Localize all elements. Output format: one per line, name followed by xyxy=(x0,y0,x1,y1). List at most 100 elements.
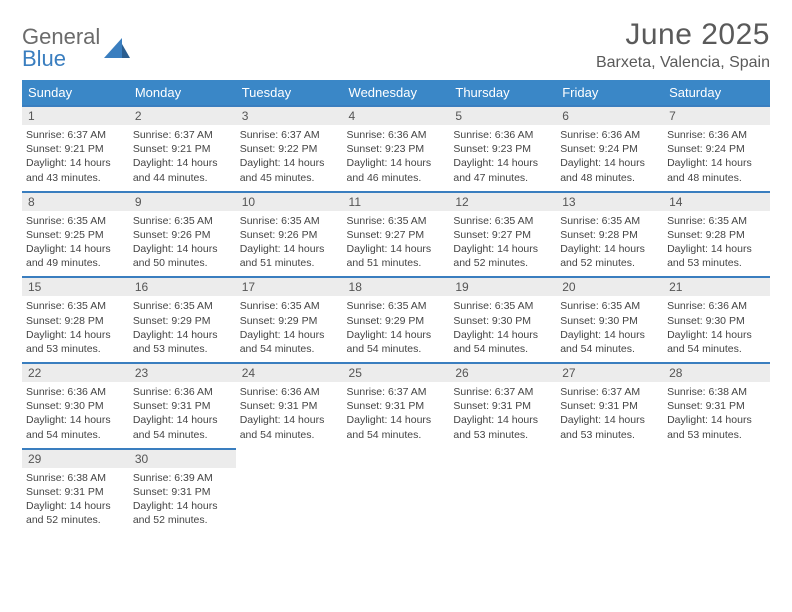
daylight-line: Daylight: 14 hours xyxy=(560,328,659,342)
daylight-line: Daylight: 14 hours xyxy=(26,156,125,170)
dow-friday: Friday xyxy=(556,80,663,106)
sunset-line: Sunset: 9:22 PM xyxy=(240,142,339,156)
sunrise-line: Sunrise: 6:35 AM xyxy=(347,214,446,228)
sunset-line: Sunset: 9:29 PM xyxy=(347,314,446,328)
day-cell: 6Sunrise: 6:36 AMSunset: 9:24 PMDaylight… xyxy=(556,106,663,192)
day-number: 7 xyxy=(663,107,770,125)
month-title: June 2025 xyxy=(596,18,770,52)
daylight-line: Daylight: 14 hours xyxy=(453,156,552,170)
day-cell: 16Sunrise: 6:35 AMSunset: 9:29 PMDayligh… xyxy=(129,277,236,363)
daylight-line: Daylight: 14 hours xyxy=(26,499,125,513)
day-cell: 7Sunrise: 6:36 AMSunset: 9:24 PMDaylight… xyxy=(663,106,770,192)
sunrise-line: Sunrise: 6:36 AM xyxy=(667,299,766,313)
day-number: 29 xyxy=(22,450,129,468)
day-number: 18 xyxy=(343,278,450,296)
sunrise-line: Sunrise: 6:37 AM xyxy=(453,385,552,399)
day-cell: 30Sunrise: 6:39 AMSunset: 9:31 PMDayligh… xyxy=(129,449,236,534)
calendar-row: 8Sunrise: 6:35 AMSunset: 9:25 PMDaylight… xyxy=(22,192,770,278)
daylight-line: and 54 minutes. xyxy=(453,342,552,356)
brand-word2: Blue xyxy=(22,46,100,72)
sunrise-line: Sunrise: 6:35 AM xyxy=(133,214,232,228)
daylight-line: Daylight: 14 hours xyxy=(240,413,339,427)
sunrise-line: Sunrise: 6:35 AM xyxy=(560,214,659,228)
sunset-line: Sunset: 9:31 PM xyxy=(133,399,232,413)
calendar-row: 15Sunrise: 6:35 AMSunset: 9:28 PMDayligh… xyxy=(22,277,770,363)
day-cell: 25Sunrise: 6:37 AMSunset: 9:31 PMDayligh… xyxy=(343,363,450,449)
day-cell: 3Sunrise: 6:37 AMSunset: 9:22 PMDaylight… xyxy=(236,106,343,192)
day-cell: 12Sunrise: 6:35 AMSunset: 9:27 PMDayligh… xyxy=(449,192,556,278)
daylight-line: Daylight: 14 hours xyxy=(453,328,552,342)
sunset-line: Sunset: 9:28 PM xyxy=(667,228,766,242)
day-number: 30 xyxy=(129,450,236,468)
daylight-line: Daylight: 14 hours xyxy=(667,156,766,170)
sunrise-line: Sunrise: 6:35 AM xyxy=(347,299,446,313)
daylight-line: Daylight: 14 hours xyxy=(453,413,552,427)
sunset-line: Sunset: 9:21 PM xyxy=(26,142,125,156)
location: Barxeta, Valencia, Spain xyxy=(596,54,770,72)
daylight-line: and 53 minutes. xyxy=(667,256,766,270)
sunset-line: Sunset: 9:30 PM xyxy=(667,314,766,328)
sunset-line: Sunset: 9:31 PM xyxy=(453,399,552,413)
daylight-line: and 47 minutes. xyxy=(453,171,552,185)
sunrise-line: Sunrise: 6:35 AM xyxy=(133,299,232,313)
title-block: June 2025 Barxeta, Valencia, Spain xyxy=(596,18,770,72)
daylight-line: and 48 minutes. xyxy=(667,171,766,185)
sunset-line: Sunset: 9:23 PM xyxy=(453,142,552,156)
day-number: 24 xyxy=(236,364,343,382)
day-number: 4 xyxy=(343,107,450,125)
sunrise-line: Sunrise: 6:35 AM xyxy=(560,299,659,313)
sunrise-line: Sunrise: 6:35 AM xyxy=(240,299,339,313)
sunset-line: Sunset: 9:31 PM xyxy=(240,399,339,413)
day-number: 9 xyxy=(129,193,236,211)
sunrise-line: Sunrise: 6:38 AM xyxy=(26,471,125,485)
sunrise-line: Sunrise: 6:36 AM xyxy=(133,385,232,399)
sunrise-line: Sunrise: 6:35 AM xyxy=(26,214,125,228)
empty-cell xyxy=(236,449,343,534)
sunset-line: Sunset: 9:28 PM xyxy=(560,228,659,242)
daylight-line: and 53 minutes. xyxy=(26,342,125,356)
day-number: 6 xyxy=(556,107,663,125)
day-cell: 28Sunrise: 6:38 AMSunset: 9:31 PMDayligh… xyxy=(663,363,770,449)
day-cell: 4Sunrise: 6:36 AMSunset: 9:23 PMDaylight… xyxy=(343,106,450,192)
sunset-line: Sunset: 9:31 PM xyxy=(667,399,766,413)
day-cell: 9Sunrise: 6:35 AMSunset: 9:26 PMDaylight… xyxy=(129,192,236,278)
dow-sunday: Sunday xyxy=(22,80,129,106)
daylight-line: Daylight: 14 hours xyxy=(26,413,125,427)
day-cell: 5Sunrise: 6:36 AMSunset: 9:23 PMDaylight… xyxy=(449,106,556,192)
sunset-line: Sunset: 9:31 PM xyxy=(133,485,232,499)
day-number: 19 xyxy=(449,278,556,296)
day-number: 10 xyxy=(236,193,343,211)
day-cell: 11Sunrise: 6:35 AMSunset: 9:27 PMDayligh… xyxy=(343,192,450,278)
day-cell: 14Sunrise: 6:35 AMSunset: 9:28 PMDayligh… xyxy=(663,192,770,278)
daylight-line: and 53 minutes. xyxy=(133,342,232,356)
sunset-line: Sunset: 9:31 PM xyxy=(26,485,125,499)
day-number: 21 xyxy=(663,278,770,296)
day-cell: 1Sunrise: 6:37 AMSunset: 9:21 PMDaylight… xyxy=(22,106,129,192)
day-number: 15 xyxy=(22,278,129,296)
sunrise-line: Sunrise: 6:35 AM xyxy=(667,214,766,228)
day-number: 8 xyxy=(22,193,129,211)
daylight-line: Daylight: 14 hours xyxy=(133,328,232,342)
day-cell: 17Sunrise: 6:35 AMSunset: 9:29 PMDayligh… xyxy=(236,277,343,363)
sunrise-line: Sunrise: 6:37 AM xyxy=(347,385,446,399)
day-number: 27 xyxy=(556,364,663,382)
day-number: 5 xyxy=(449,107,556,125)
sunset-line: Sunset: 9:27 PM xyxy=(453,228,552,242)
day-cell: 2Sunrise: 6:37 AMSunset: 9:21 PMDaylight… xyxy=(129,106,236,192)
day-number: 3 xyxy=(236,107,343,125)
sunrise-line: Sunrise: 6:36 AM xyxy=(240,385,339,399)
daylight-line: Daylight: 14 hours xyxy=(240,156,339,170)
day-cell: 19Sunrise: 6:35 AMSunset: 9:30 PMDayligh… xyxy=(449,277,556,363)
sunset-line: Sunset: 9:30 PM xyxy=(560,314,659,328)
dow-wednesday: Wednesday xyxy=(343,80,450,106)
sunset-line: Sunset: 9:24 PM xyxy=(667,142,766,156)
sunset-line: Sunset: 9:31 PM xyxy=(347,399,446,413)
daylight-line: Daylight: 14 hours xyxy=(560,242,659,256)
daylight-line: Daylight: 14 hours xyxy=(133,242,232,256)
header: General Blue June 2025 Barxeta, Valencia… xyxy=(22,18,770,72)
day-cell: 29 Sunrise: 6:38 AMSunset: 9:31 PMDayligh… xyxy=(22,449,129,534)
sunset-line: Sunset: 9:29 PM xyxy=(133,314,232,328)
daylight-line: and 52 minutes. xyxy=(26,513,125,527)
daylight-line: and 45 minutes. xyxy=(240,171,339,185)
daylight-line: and 44 minutes. xyxy=(133,171,232,185)
